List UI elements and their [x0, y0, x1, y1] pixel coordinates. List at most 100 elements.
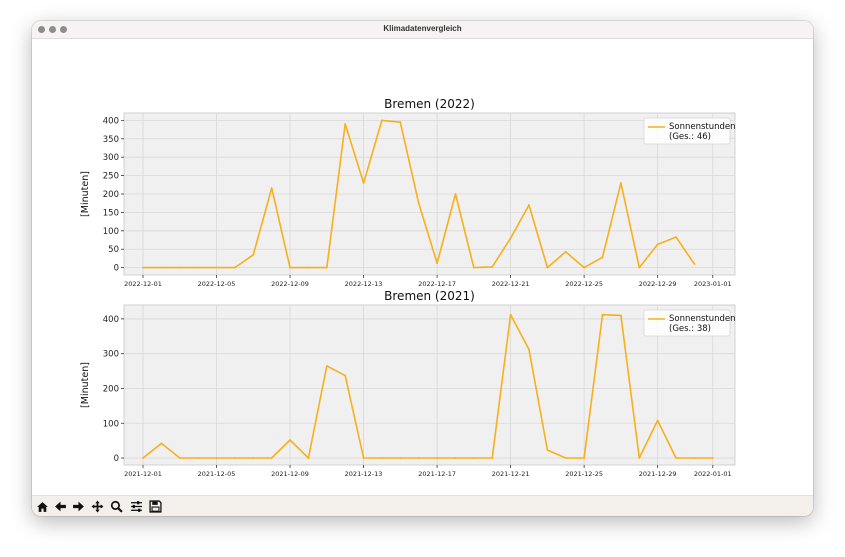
app-window: Klimadatenvergleich Bremen (2022) 0 50 100 1… [32, 21, 813, 516]
chart-panel-1: Bremen (2022) 0 50 100 150 200 250 300 350 400 202… [80, 97, 736, 288]
data-point [289, 266, 291, 269]
data-point [178, 266, 181, 269]
chart-svg: Bremen (2022) 0 50 100 150 200 250 300 350 400 202… [80, 97, 736, 478]
save-button[interactable] [147, 499, 163, 514]
x-tick-label: 2021-12-21 [492, 470, 530, 478]
data-point [601, 313, 604, 316]
configure-subplots-button[interactable] [128, 499, 144, 514]
data-point [270, 457, 273, 459]
data-point [252, 253, 255, 256]
home-button[interactable] [34, 499, 50, 514]
data-point [325, 266, 328, 269]
data-point [344, 123, 347, 125]
y-tick-label: 200 [103, 384, 119, 394]
data-point [307, 266, 310, 269]
zoom-window-button[interactable] [60, 26, 67, 33]
data-point [381, 119, 383, 122]
data-point [362, 457, 365, 459]
data-point [675, 457, 677, 459]
data-point [142, 457, 144, 459]
x-tick-label: 2022-12-01 [124, 280, 162, 288]
data-point [454, 193, 457, 195]
data-point [491, 457, 494, 459]
x-tick-label: 2023-01-01 [694, 280, 732, 288]
back-button[interactable] [52, 499, 68, 514]
data-point [142, 266, 144, 269]
y-tick-label: 150 [103, 208, 119, 218]
data-point [197, 266, 200, 269]
y-tick-label: 0 [114, 264, 119, 274]
y-tick-label: 400 [103, 116, 119, 126]
save-icon [148, 500, 162, 513]
data-point [454, 457, 457, 459]
data-point [693, 263, 696, 265]
forward-button[interactable] [70, 499, 86, 514]
data-point [509, 313, 512, 316]
data-point [675, 236, 677, 238]
data-point [399, 457, 402, 459]
y-tick-label: 100 [103, 419, 119, 429]
data-point [215, 266, 218, 269]
y-tick-label: 350 [103, 135, 119, 145]
y-tick-label: 200 [103, 190, 119, 200]
configure-subplots-icon [130, 501, 142, 512]
y-tick-label: 50 [108, 245, 119, 255]
data-point [417, 457, 420, 459]
zoom-button[interactable] [108, 499, 124, 514]
close-window-button[interactable] [38, 26, 45, 33]
data-point [234, 266, 236, 269]
data-point [436, 457, 438, 459]
data-point [564, 457, 567, 459]
series-line-1 [142, 313, 713, 459]
x-tick-label: 2021-12-01 [124, 470, 162, 478]
x-tick-label: 2021-12-13 [345, 470, 383, 478]
data-point [638, 457, 641, 459]
data-point [472, 457, 475, 459]
data-point [160, 266, 163, 269]
data-point [381, 457, 383, 459]
plot-area [123, 304, 736, 466]
legend-box [643, 309, 731, 337]
window-title: Klimadatenvergleich [383, 24, 462, 33]
y-tick-label: 250 [103, 172, 119, 182]
pan-icon [91, 500, 103, 513]
legend-label: Sonnenstunden [669, 122, 736, 132]
figure-canvas[interactable]: Bremen (2022) 0 50 100 150 200 250 300 350 400 202… [32, 39, 813, 495]
data-point [491, 266, 494, 268]
data-point [436, 262, 438, 265]
x-tick-label: 2022-12-13 [345, 280, 383, 288]
x-tick-label: 2022-12-17 [418, 280, 456, 288]
y-tick-label: 400 [103, 315, 119, 325]
data-point [656, 419, 659, 422]
data-point [178, 457, 181, 459]
pan-button[interactable] [89, 499, 105, 514]
data-point [417, 202, 420, 205]
data-point [564, 250, 567, 253]
minimize-window-button[interactable] [49, 26, 56, 33]
title-bar: Klimadatenvergleich [32, 21, 813, 39]
x-tick-label: 2021-12-29 [639, 470, 677, 478]
x-tick-label: 2022-12-05 [198, 280, 236, 288]
data-point [197, 457, 200, 459]
matplotlib-toolbar [32, 495, 813, 516]
data-point [711, 457, 714, 459]
data-point [619, 314, 622, 317]
data-point [252, 457, 255, 459]
x-tick-label: 2021-12-25 [565, 470, 603, 478]
x-tick-label: 2022-12-29 [639, 280, 677, 288]
y-tick-label: 300 [103, 153, 119, 163]
y-tick-label: 0 [114, 454, 119, 464]
data-point [583, 457, 586, 459]
zoom-icon [110, 500, 123, 513]
data-point [583, 266, 586, 269]
x-tick-label: 2022-12-21 [492, 280, 530, 288]
data-point [215, 457, 218, 459]
y-axis-label: [Minuten] [80, 362, 91, 408]
data-point [656, 243, 659, 246]
data-point [472, 266, 475, 269]
back-icon [54, 501, 66, 512]
data-point [546, 449, 549, 451]
data-point [509, 237, 512, 240]
data-point [399, 121, 402, 124]
legend-label: Sonnenstunden [669, 314, 736, 324]
